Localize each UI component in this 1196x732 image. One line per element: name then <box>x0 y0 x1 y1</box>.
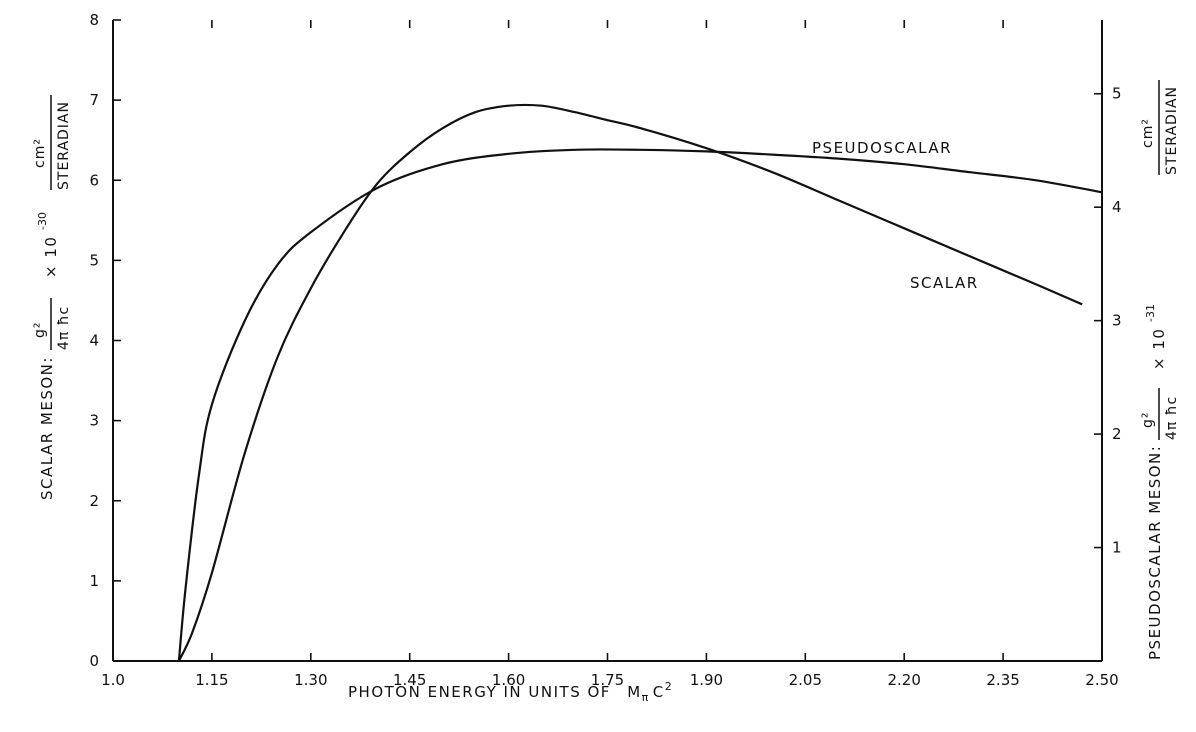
y-right-frac-den: 4π ħc <box>1164 396 1180 440</box>
y-left-tick-label: 5 <box>89 251 99 269</box>
y-right-unit-den: STERADIAN <box>1164 86 1180 175</box>
x-tick-label: 2.35 <box>986 671 1019 689</box>
y-right-tick-label: 4 <box>1112 198 1122 216</box>
x-tick-label: 1.30 <box>294 671 327 689</box>
y-right-tick-labels: 1 2 3 4 5 <box>1112 85 1122 557</box>
y-left-axis-title: SCALAR MESON: g² 4π ħc × 10 -30 cm² STER… <box>32 95 72 500</box>
y-left-tick-label: 7 <box>89 91 99 109</box>
y-left-tick-label: 6 <box>89 171 99 189</box>
y-left-exponent: -30 <box>36 212 49 230</box>
x-tick-label: 1.0 <box>101 671 125 689</box>
x-axis-title-text: PHOTON ENERGY IN UNITS OF <box>348 683 611 701</box>
tick-marks <box>112 19 1103 662</box>
x-tick-label: 1.90 <box>690 671 723 689</box>
y-right-axis-title: PSEUDOSCALAR MESON: g² 4π ħc × 10 -31 cm… <box>1140 80 1180 660</box>
y-left-factor: × 10 <box>42 236 60 278</box>
series-label-pseudoscalar: PSEUDOSCALAR <box>812 139 952 157</box>
x-tick-labels: 1.0 1.15 1.30 1.45 1.60 1.75 1.90 2.05 2.20 2.35 2… <box>101 671 1119 689</box>
series-line-scalar <box>177 103 1083 662</box>
y-right-frac-num: g² <box>1140 412 1156 429</box>
y-left-unit-num: cm² <box>32 138 48 168</box>
y-left-unit-den: STERADIAN <box>56 101 72 190</box>
y-left-tick-label: 1 <box>89 572 99 590</box>
x-axis-title: PHOTON ENERGY IN UNITS OF Mπ C2 <box>348 680 673 704</box>
y-left-tick-label: 0 <box>89 652 99 670</box>
y-left-tick-labels: 0 1 2 3 4 5 6 7 8 <box>89 11 99 670</box>
y-right-tick-label: 5 <box>1112 85 1122 103</box>
series-label-scalar: SCALAR <box>910 274 979 292</box>
y-left-frac-num: g² <box>32 322 48 339</box>
x-tick-label: 2.05 <box>789 671 822 689</box>
series-curves <box>177 103 1103 662</box>
x-axis-title-c: C <box>653 683 665 701</box>
x-tick-label: 1.45 <box>393 671 426 689</box>
y-left-frac-den: 4π ħc <box>56 306 72 350</box>
x-tick-label: 2.50 <box>1085 671 1118 689</box>
y-right-tick-label: 2 <box>1112 425 1122 443</box>
y-right-tick-label: 3 <box>1112 312 1122 330</box>
x-axis-title-exp: 2 <box>665 680 674 693</box>
y-right-factor: × 10 <box>1150 328 1168 370</box>
series-line-pseudoscalar <box>177 148 1103 662</box>
y-right-unit-num: cm² <box>1140 118 1156 148</box>
y-left-tick-label: 8 <box>89 11 99 29</box>
x-tick-label: 1.60 <box>492 671 525 689</box>
x-tick-label: 2.20 <box>887 671 920 689</box>
x-tick-label: 1.75 <box>591 671 624 689</box>
y-right-tick-label: 1 <box>1112 539 1122 557</box>
y-left-title-prefix: SCALAR MESON: <box>38 356 56 500</box>
x-tick-label: 1.15 <box>195 671 228 689</box>
y-left-tick-label: 3 <box>89 412 99 430</box>
x-axis-title-sub: π <box>642 691 650 704</box>
y-right-exponent: -31 <box>1144 304 1157 322</box>
y-right-title-prefix: PSEUDOSCALAR MESON: <box>1146 445 1164 660</box>
y-left-tick-label: 2 <box>89 492 99 510</box>
y-left-tick-label: 4 <box>89 332 99 350</box>
svg-text:PHOTON ENERGY IN UNITS OF: PHOTON ENERGY IN UNITS OF Mπ C2 <box>348 680 673 704</box>
x-axis-title-symbol: M <box>627 683 641 701</box>
